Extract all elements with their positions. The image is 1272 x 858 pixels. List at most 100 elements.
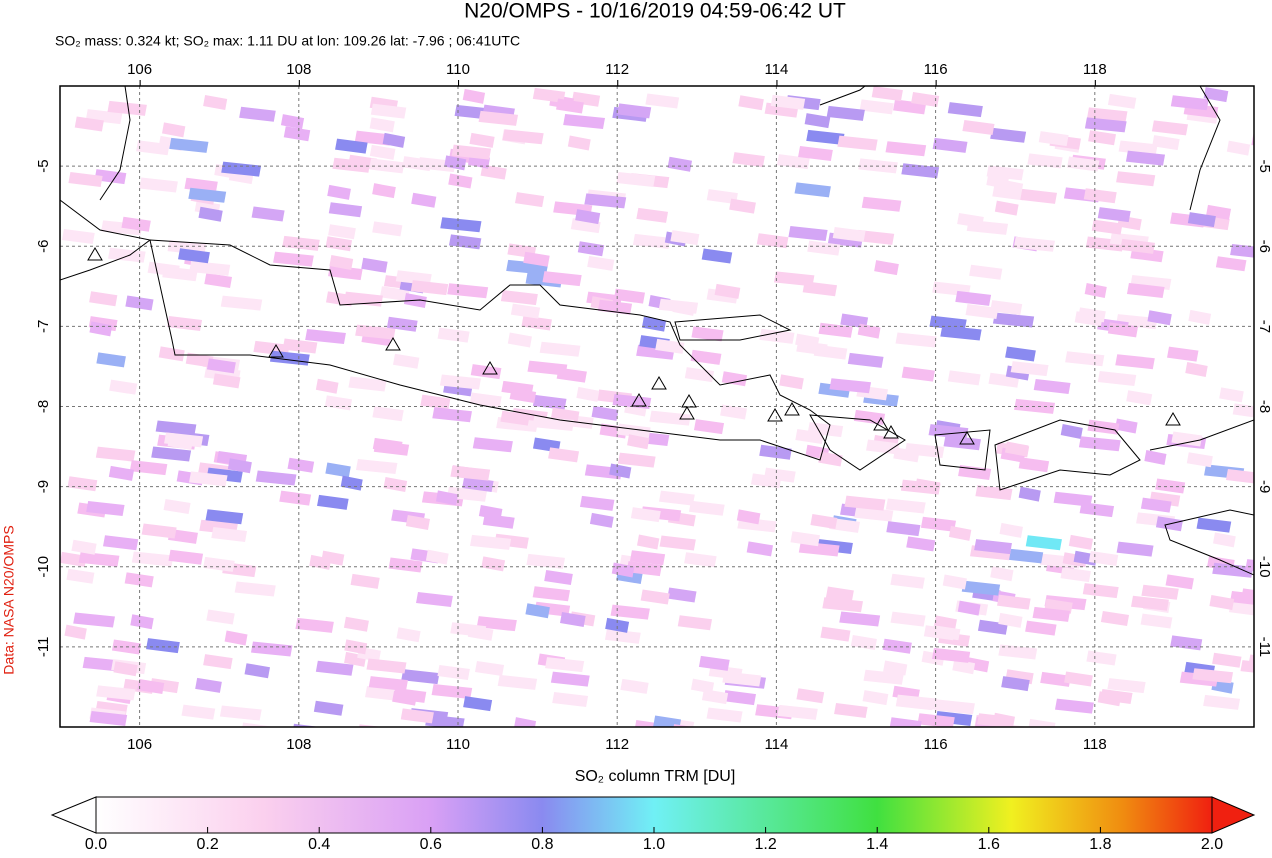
so2-pixel (548, 447, 580, 463)
so2-pixel (672, 300, 696, 316)
so2-pixel (368, 676, 408, 692)
so2-pixel (706, 189, 738, 205)
volcano (482, 361, 498, 375)
so2-pixel (636, 534, 660, 550)
so2-pixel (1025, 535, 1062, 551)
so2-pixel (1082, 583, 1119, 599)
so2-pixel (1005, 346, 1036, 362)
so2-pixel (928, 424, 969, 440)
so2-pixel (315, 660, 354, 676)
so2-pixel (1060, 567, 1091, 583)
so2-pixel (1240, 660, 1254, 673)
so2-pixel (450, 465, 491, 481)
so2-pixel (382, 132, 406, 148)
so2-pixel (383, 477, 408, 493)
so2-pixel (95, 446, 136, 462)
so2-pixel (198, 206, 223, 222)
so2-pixel (1141, 584, 1179, 600)
so2-pixel (74, 116, 104, 132)
so2-pixel (500, 290, 538, 306)
so2-pixel (952, 659, 976, 675)
frame-tick (776, 80, 778, 86)
so2-pixel (807, 240, 841, 256)
so2-pixel (630, 507, 661, 523)
so2-pixel (688, 500, 725, 516)
so2-pixel (1115, 354, 1155, 370)
so2-pixel (244, 663, 270, 679)
so2-pixel (329, 254, 354, 270)
x-tick-label: 112 (605, 736, 629, 753)
so2-pixel (1086, 650, 1117, 666)
so2-pixel (510, 303, 541, 319)
so2-pixel (447, 283, 489, 299)
so2-pixel (932, 137, 968, 153)
so2-pixel (641, 316, 667, 332)
so2-pixel (476, 616, 517, 632)
volcano (784, 402, 800, 416)
so2-pixel (890, 611, 926, 627)
so2-pixel (514, 192, 545, 208)
so2-pixel (251, 206, 285, 222)
coastline (934, 429, 991, 471)
so2-pixel (862, 690, 889, 706)
so2-pixel (188, 187, 227, 203)
so2-pixel (372, 221, 403, 237)
so2-pixel (1054, 698, 1094, 714)
so2-pixel (958, 465, 992, 481)
so2-pixel (895, 694, 938, 710)
frame-tick (1094, 80, 1096, 86)
so2-pixel (920, 516, 956, 532)
so2-pixel (448, 234, 482, 250)
so2-pixel (195, 677, 222, 693)
colorbar-tick-label: 0.2 (196, 836, 218, 853)
so2-pixel (96, 352, 126, 368)
so2-pixel (777, 704, 818, 720)
so2-pixel (1084, 117, 1127, 133)
so2-pixel (802, 281, 838, 297)
so2-pixel (136, 140, 170, 156)
so2-pixel (1125, 150, 1166, 166)
so2-pixel (579, 495, 615, 511)
so2-pixel (863, 669, 904, 685)
so2-pixel (720, 404, 747, 420)
y-tick-label: -8 (1256, 400, 1272, 413)
so2-pixel (1018, 486, 1041, 502)
y-tick-label: -10 (1256, 556, 1272, 578)
so2-pixel (667, 587, 697, 603)
so2-pixel (355, 459, 398, 475)
so2-pixel (206, 358, 236, 374)
x-tick-label: 110 (446, 736, 470, 753)
so2-pixel (885, 141, 927, 157)
so2-pixel (610, 604, 650, 620)
so2-pixel (1116, 541, 1154, 557)
so2-pixel (626, 561, 662, 577)
so2-pixel (992, 312, 1035, 328)
so2-pixel (1097, 371, 1137, 387)
so2-pixel (798, 541, 840, 557)
so2-pixel (822, 597, 863, 613)
so2-pixel (855, 229, 895, 245)
coastline (819, 86, 866, 106)
so2-pixel (1083, 188, 1117, 204)
so2-pixel (472, 437, 513, 453)
so2-pixel (798, 145, 833, 161)
so2-pixel (305, 328, 346, 344)
so2-pixel (790, 531, 820, 547)
so2-pixel (130, 614, 154, 630)
so2-pixel (567, 135, 591, 151)
so2-pixel (1155, 478, 1186, 494)
so2-pixel (189, 471, 228, 487)
so2-pixel (287, 457, 315, 473)
so2-pixel (640, 589, 670, 605)
so2-pixel (542, 271, 582, 287)
so2-pixel (108, 247, 146, 263)
so2-pixel (990, 300, 1023, 316)
so2-pixel (420, 394, 451, 410)
so2-pixel (283, 126, 311, 142)
so2-pixel (451, 144, 492, 160)
coastline (1164, 509, 1254, 576)
x-tick-label: 108 (286, 736, 311, 753)
so2-pixel (552, 692, 589, 708)
coastlines (60, 86, 1254, 576)
so2-pixel (589, 512, 614, 528)
